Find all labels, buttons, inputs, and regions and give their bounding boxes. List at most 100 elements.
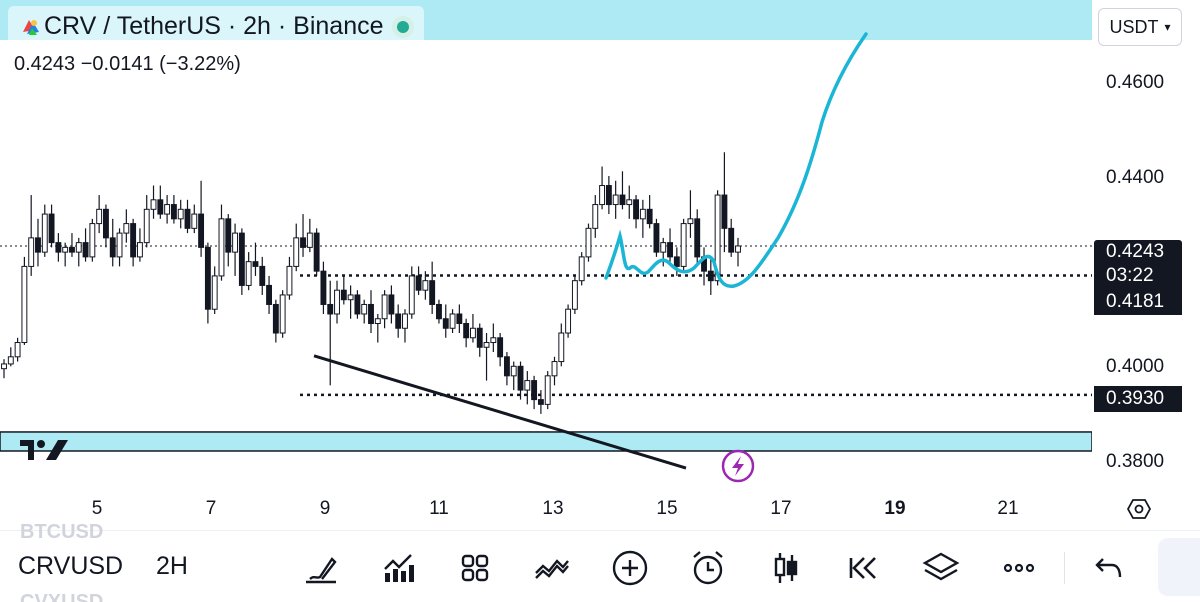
level-tag-0.3930: 0.3930 bbox=[1094, 386, 1182, 412]
candle bbox=[436, 299, 442, 324]
time-label: 19 bbox=[884, 498, 906, 519]
symbol-selector[interactable]: CRVUSD bbox=[18, 552, 124, 580]
candle-body-up bbox=[551, 361, 558, 377]
time-label: 7 bbox=[205, 498, 217, 519]
candle bbox=[361, 299, 368, 324]
candle-body-up bbox=[612, 194, 619, 206]
candle bbox=[395, 304, 402, 338]
candle-body-down bbox=[667, 242, 673, 258]
candle bbox=[476, 323, 483, 357]
candle bbox=[599, 166, 606, 210]
candle bbox=[109, 218, 116, 267]
candle bbox=[735, 237, 741, 267]
candle-body-down bbox=[476, 327, 483, 348]
candle bbox=[463, 318, 470, 348]
candle-body-up bbox=[735, 245, 741, 253]
settings-hex-icon[interactable] bbox=[1127, 497, 1151, 521]
symbol-title: CRV / TetherUS · 2h · Binance bbox=[44, 11, 384, 40]
candle-body-down bbox=[48, 213, 55, 244]
candle-body-up bbox=[483, 342, 490, 348]
candle bbox=[272, 299, 279, 343]
price-tick: 0.4600 bbox=[1106, 72, 1165, 93]
candle-body-down bbox=[259, 265, 266, 286]
candle bbox=[456, 304, 463, 334]
candle bbox=[306, 218, 313, 253]
candle bbox=[667, 228, 673, 262]
candle-body-down bbox=[102, 208, 109, 239]
currency-value: USDT bbox=[1109, 16, 1159, 37]
candle bbox=[551, 356, 558, 386]
layers-icon[interactable] bbox=[922, 549, 960, 587]
candle-body-down bbox=[69, 246, 75, 253]
candle-body-up bbox=[558, 332, 565, 363]
candle-body-up bbox=[96, 208, 103, 225]
candle bbox=[14, 337, 21, 362]
price-chart[interactable] bbox=[0, 0, 1092, 490]
candle-body-down bbox=[238, 232, 245, 286]
candle bbox=[388, 285, 395, 324]
candle-body-up bbox=[402, 313, 408, 329]
candle-body-up bbox=[286, 265, 293, 296]
candle-body-down bbox=[728, 227, 735, 253]
candle bbox=[7, 347, 14, 367]
candle bbox=[694, 209, 701, 267]
candle bbox=[422, 271, 429, 300]
candle bbox=[204, 242, 211, 324]
more-icon[interactable] bbox=[1000, 549, 1038, 587]
candle-body-up bbox=[89, 223, 96, 258]
compare-icon[interactable] bbox=[533, 549, 571, 587]
candle-body-up bbox=[123, 223, 130, 234]
candle-body-down bbox=[531, 380, 538, 401]
candle bbox=[1, 359, 7, 379]
add-icon[interactable] bbox=[611, 549, 649, 587]
candle bbox=[198, 180, 205, 257]
currency-select[interactable]: USDT ▾ bbox=[1098, 8, 1182, 46]
candle bbox=[62, 242, 69, 267]
candle bbox=[184, 199, 191, 234]
indicators-icon[interactable] bbox=[379, 549, 417, 587]
alarm-icon[interactable] bbox=[689, 549, 727, 587]
candle bbox=[35, 218, 41, 267]
time-axis[interactable] bbox=[0, 490, 1200, 528]
candle bbox=[293, 223, 300, 272]
draw-brush-icon[interactable] bbox=[302, 549, 340, 587]
undo-icon[interactable] bbox=[1090, 549, 1128, 587]
replay-icon[interactable] bbox=[844, 549, 882, 587]
lightning-icon[interactable] bbox=[720, 448, 756, 484]
time-label: 17 bbox=[770, 498, 792, 519]
candle bbox=[354, 290, 361, 319]
candle bbox=[123, 209, 130, 243]
candle-body-up bbox=[422, 280, 429, 291]
candle bbox=[259, 256, 266, 295]
ghost-symbol-below: CVXUSD bbox=[20, 591, 104, 602]
candle bbox=[626, 185, 633, 219]
candle bbox=[300, 214, 306, 257]
candle bbox=[347, 285, 354, 319]
chart-area[interactable]: CRV / TetherUS · 2h · Binance 0.4243 −0.… bbox=[0, 0, 1092, 490]
candle bbox=[102, 204, 109, 248]
candle bbox=[75, 237, 82, 267]
candle-body-down bbox=[497, 337, 504, 358]
symbol-header[interactable]: CRV / TetherUS · 2h · Binance bbox=[8, 6, 424, 46]
candle bbox=[164, 195, 171, 224]
side-panel-toggle[interactable] bbox=[1158, 538, 1200, 596]
candle-body-down bbox=[633, 199, 640, 220]
candle-body-down bbox=[395, 313, 402, 329]
candle bbox=[116, 228, 123, 267]
candle-body-down bbox=[130, 223, 137, 258]
timeframe-selector[interactable]: 2H bbox=[156, 552, 188, 580]
candle bbox=[687, 190, 694, 238]
candle-body-down bbox=[340, 289, 347, 301]
candle-body-up bbox=[592, 204, 599, 229]
time-label: 9 bbox=[319, 498, 331, 519]
toolbar-divider bbox=[1064, 552, 1065, 584]
ghost-symbol-above: BTCUSD bbox=[20, 521, 104, 543]
candle bbox=[177, 199, 184, 229]
candle-body-up bbox=[639, 208, 646, 220]
candles-icon[interactable] bbox=[767, 549, 805, 587]
candle bbox=[150, 185, 157, 219]
candle-body-down bbox=[415, 275, 422, 291]
candle bbox=[170, 195, 177, 224]
grid-layout-icon[interactable] bbox=[456, 549, 494, 587]
candle-body-up bbox=[714, 194, 721, 282]
